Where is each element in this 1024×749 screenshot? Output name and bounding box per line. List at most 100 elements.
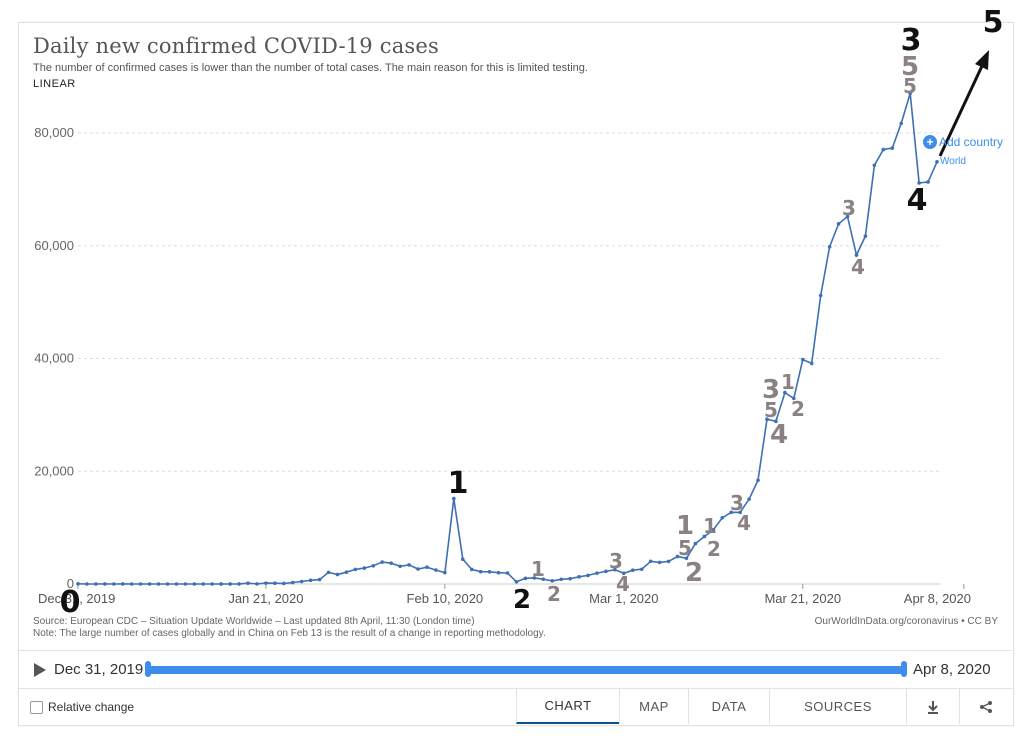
data-point — [120, 582, 125, 586]
annotation-label: 5 — [678, 536, 692, 560]
annotation-label: 4 — [737, 511, 751, 535]
annotation-label: 2 — [547, 582, 561, 606]
data-point — [147, 582, 152, 586]
series-label-world[interactable]: World — [940, 156, 966, 167]
data-point — [774, 419, 778, 424]
scale-toggle[interactable]: LINEAR — [33, 78, 76, 90]
timeline-end-label: Apr 8, 2020 — [913, 661, 991, 678]
note-text: Note: The large number of cases globally… — [33, 628, 546, 639]
annotation-label: 3 — [609, 549, 623, 573]
data-point — [881, 147, 886, 152]
data-point — [264, 581, 268, 585]
annotation-label: 3 — [730, 491, 744, 515]
data-point — [103, 582, 107, 586]
data-point — [818, 293, 823, 298]
data-point — [496, 570, 501, 575]
data-point — [890, 146, 895, 150]
timeline-end-handle[interactable] — [901, 661, 907, 677]
arrow-head — [975, 50, 989, 70]
x-tick-label: Dec 31, 2019 — [38, 591, 115, 606]
data-point — [362, 566, 367, 570]
data-point — [290, 580, 295, 585]
data-point — [353, 567, 358, 572]
data-point — [174, 582, 179, 586]
data-point — [273, 581, 277, 586]
data-point — [192, 582, 197, 586]
annotation-label: 5 — [983, 5, 1004, 40]
data-point — [434, 568, 438, 572]
download-button[interactable] — [906, 689, 959, 724]
data-point — [425, 565, 429, 569]
owid-credit[interactable]: OurWorldInData.org/coronavirus • CC BY — [814, 616, 998, 627]
annotation-label: 1 — [676, 511, 694, 541]
checkbox[interactable] — [30, 700, 43, 714]
annotation-label: 0 — [60, 585, 81, 620]
y-tick-label: 80,000 — [34, 125, 74, 140]
data-point — [908, 91, 912, 96]
data-point — [854, 253, 859, 257]
data-point — [863, 234, 868, 238]
tab-data[interactable]: DATA — [688, 689, 769, 724]
data-point — [380, 560, 385, 564]
annotation-label: 3 — [901, 23, 922, 58]
annotation-label: 3 — [762, 375, 780, 405]
data-point — [398, 564, 402, 569]
annotation-label: 5 — [903, 74, 917, 98]
data-point — [532, 576, 537, 580]
annotation-label: 2 — [707, 537, 721, 561]
data-point — [487, 570, 492, 574]
annotation-label: 1 — [781, 370, 795, 394]
data-point — [657, 560, 662, 565]
timeline-range-bar[interactable] — [148, 666, 904, 674]
annotation-label: 2 — [685, 558, 703, 588]
data-point — [720, 515, 725, 520]
data-point — [210, 582, 215, 586]
tab-sources[interactable]: SOURCES — [769, 689, 906, 724]
data-point — [237, 582, 241, 586]
data-point — [156, 582, 161, 586]
add-country-button[interactable]: + Add country — [923, 135, 1003, 149]
data-point — [335, 572, 340, 577]
data-point — [308, 578, 313, 583]
annotation-label: 5 — [901, 52, 919, 82]
data-point — [76, 582, 80, 586]
data-point — [559, 577, 563, 582]
data-point — [523, 576, 528, 581]
play-icon[interactable] — [34, 663, 46, 677]
data-point — [505, 571, 510, 575]
data-point — [809, 361, 814, 366]
data-point — [183, 582, 188, 586]
annotation-label: 3 — [842, 196, 856, 220]
plus-icon: + — [923, 135, 937, 149]
tab-chart[interactable]: CHART — [516, 689, 619, 724]
annotation-label: 5 — [764, 398, 778, 422]
annotation-label: 4 — [616, 572, 630, 596]
data-point — [586, 573, 590, 578]
data-point — [452, 496, 456, 501]
data-point — [845, 214, 850, 219]
data-point — [85, 582, 89, 586]
x-tick-label: Mar 21, 2020 — [764, 591, 841, 606]
data-point — [568, 576, 572, 581]
data-point — [201, 582, 206, 586]
data-point — [344, 570, 349, 574]
data-point — [407, 563, 411, 567]
data-point — [595, 571, 599, 575]
data-point — [94, 582, 98, 586]
data-point — [711, 527, 716, 532]
x-tick-label: Apr 8, 2020 — [904, 591, 971, 606]
timeline: Dec 31, 2019 Apr 8, 2020 — [18, 650, 1012, 689]
data-point — [282, 581, 286, 586]
share-icon — [980, 700, 992, 713]
data-point — [935, 160, 939, 164]
data-point — [389, 561, 393, 565]
share-button[interactable] — [959, 689, 1012, 724]
annotation-label: 1 — [703, 514, 717, 538]
timeline-start-handle[interactable] — [145, 661, 151, 677]
relative-change-toggle[interactable]: Relative change — [30, 700, 134, 714]
data-point — [783, 390, 787, 395]
data-point — [756, 478, 760, 483]
data-point — [246, 581, 250, 586]
tab-map[interactable]: MAP — [619, 689, 688, 724]
